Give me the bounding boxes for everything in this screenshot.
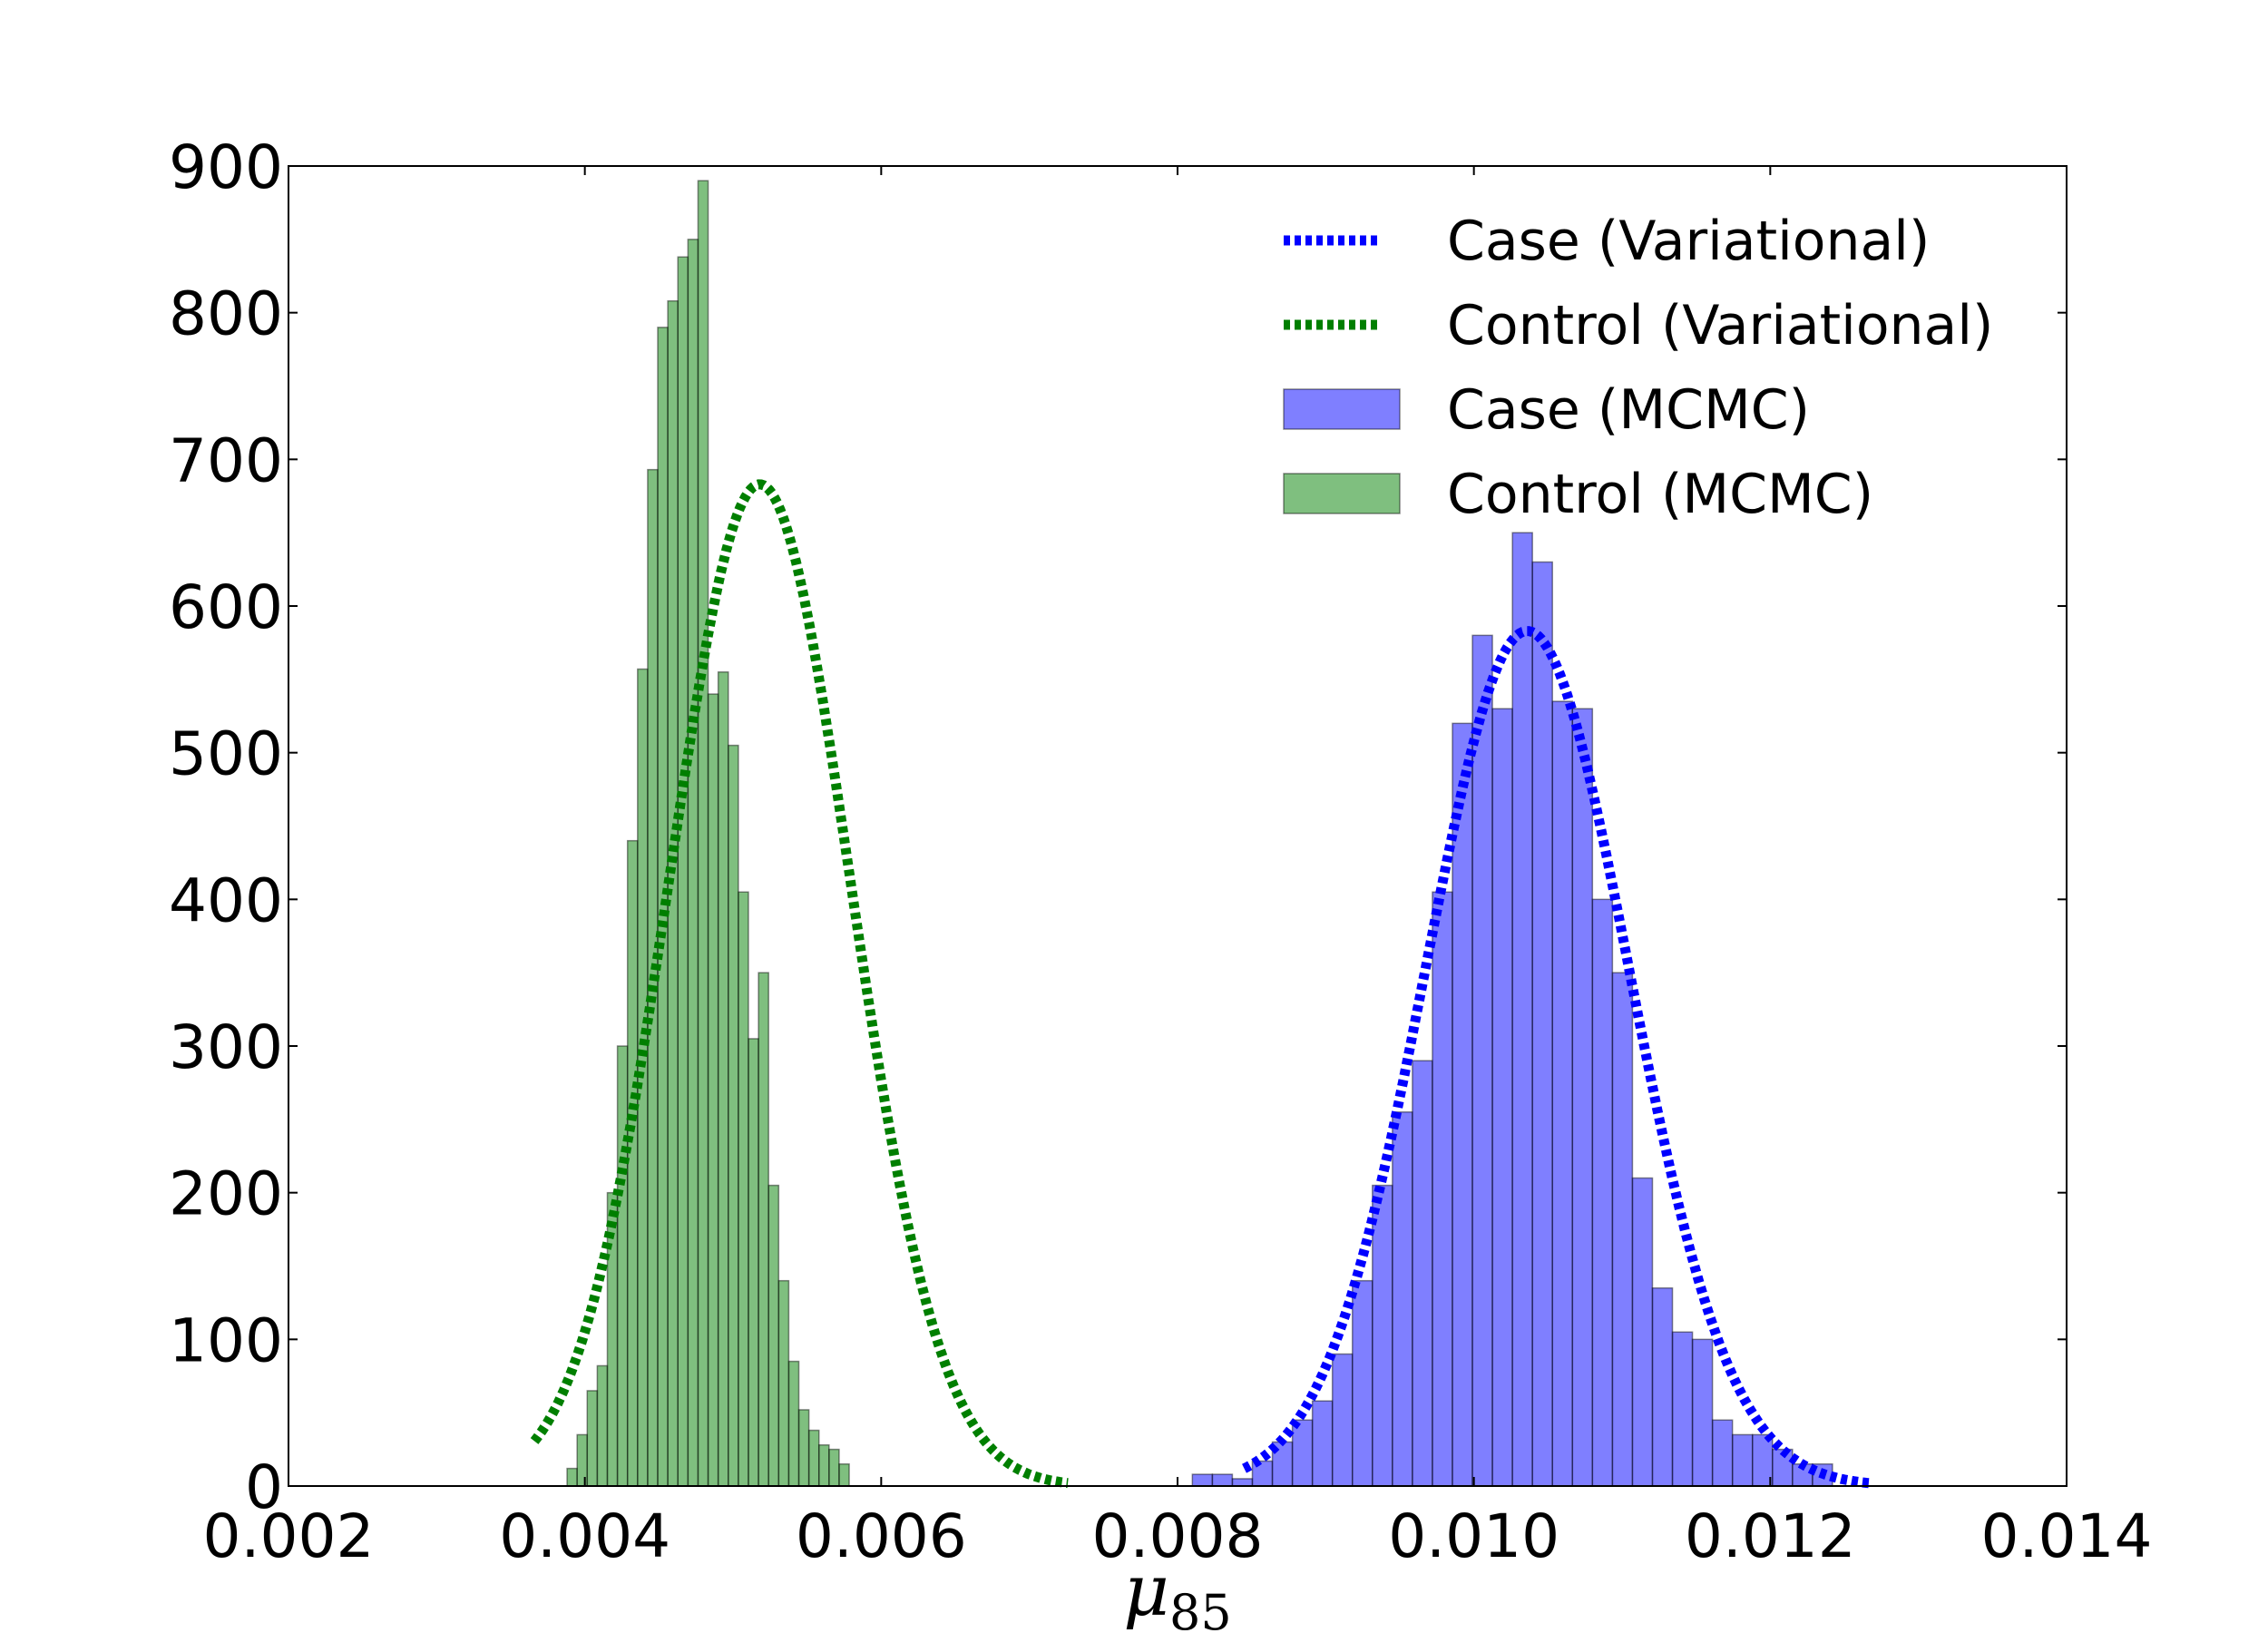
y-tick-labels: 0 100 200 300 400 500 600 700 800 900 (169, 132, 283, 1522)
x-tick-label: 0.004 (499, 1501, 670, 1571)
legend-item: Case (Variational) (1284, 210, 1930, 273)
variational-curve (1242, 626, 1871, 1489)
histogram-bar (1511, 532, 1533, 1487)
histogram-bar (1331, 1353, 1354, 1487)
histogram-bar (1631, 1177, 1654, 1487)
histogram-bar (1191, 1473, 1214, 1487)
histogram-bar (566, 1467, 578, 1487)
histogram-bar (1611, 972, 1634, 1487)
histogram-bar (1392, 1111, 1413, 1487)
y-tick-label: 500 (169, 719, 283, 789)
histogram-bar (777, 1279, 790, 1487)
histogram-bar (728, 744, 739, 1487)
legend-item: Control (Variational) (1284, 294, 1993, 357)
histogram-bar (1571, 708, 1594, 1487)
axis-ticks (288, 165, 2068, 1487)
histogram-bar (1471, 634, 1493, 1487)
y-tick-label: 200 (169, 1159, 283, 1229)
histogram-bar (1591, 898, 1614, 1487)
histogram-bar (767, 1184, 780, 1487)
x-tick-label: 0.012 (1685, 1501, 1856, 1571)
legend-bar-swatch (1283, 388, 1401, 430)
histogram-bar (697, 180, 709, 1487)
histogram-bar (1551, 700, 1574, 1487)
histogram-bar (1291, 1419, 1314, 1487)
legend-label: Control (Variational) (1447, 294, 1993, 357)
histogram-bar (787, 1360, 800, 1487)
histogram-bar (817, 1443, 830, 1487)
histogram-bar (1711, 1419, 1734, 1487)
histogram-bar (687, 239, 699, 1487)
legend-bar-swatch (1283, 473, 1401, 514)
histogram-bar (1531, 561, 1553, 1487)
x-tick-label: 0.002 (203, 1501, 375, 1571)
legend-item: Case (MCMC) (1283, 378, 1810, 442)
y-tick-label: 800 (169, 279, 283, 349)
histogram-bar (1231, 1478, 1254, 1487)
histogram-bar (1351, 1279, 1374, 1487)
histogram-bar (807, 1429, 820, 1487)
legend: Case (Variational) Control (Variational) C… (1283, 210, 1993, 526)
histogram-bar (797, 1409, 810, 1487)
histogram-bar (1671, 1331, 1694, 1487)
legend-item: Control (MCMC) (1283, 463, 1873, 526)
histogram-bar (1651, 1287, 1674, 1487)
x-tick-label: 0.014 (1981, 1501, 2153, 1571)
histogram-bar (1311, 1400, 1334, 1487)
histogram-bar (758, 972, 769, 1487)
histogram-bar (828, 1448, 840, 1487)
x-tick-label: 0.008 (1092, 1501, 1264, 1571)
y-tick-label: 0 (245, 1452, 283, 1522)
y-tick-label: 600 (169, 572, 283, 642)
y-tick-label: 300 (169, 1012, 283, 1082)
variational-curve (530, 479, 1069, 1489)
histogram-bar (1211, 1473, 1234, 1487)
histogram-bar (707, 693, 719, 1487)
histogram-bar (717, 671, 729, 1487)
histogram-bar (1372, 1184, 1393, 1487)
y-tick-label: 400 (169, 865, 283, 935)
histogram-bar (1491, 708, 1513, 1487)
x-tick-label: 0.010 (1388, 1501, 1559, 1571)
histogram-bar (677, 256, 689, 1487)
x-tick-labels: 0.002 0.004 0.006 0.008 0.010 0.012 0.014 (203, 1501, 2153, 1571)
histogram-bar (596, 1364, 609, 1487)
histogram-bar (626, 839, 639, 1487)
histogram-bar (657, 327, 669, 1487)
histogram-bar (616, 1045, 629, 1487)
x-axis-label-symbol: μ (1123, 1550, 1169, 1632)
histogram-bar (1432, 891, 1453, 1487)
x-axis-label-subscript: 85 (1169, 1584, 1232, 1633)
histogram-bar (838, 1463, 850, 1487)
legend-label: Control (MCMC) (1447, 463, 1873, 526)
variational-curves (530, 479, 1871, 1489)
y-tick-label: 900 (169, 132, 283, 202)
histogram-bar (1412, 1060, 1433, 1487)
histogram-bar (1691, 1338, 1714, 1487)
y-tick-label: 700 (169, 425, 283, 495)
histogram-bar (748, 1038, 759, 1487)
histogram-bar (1731, 1433, 1754, 1487)
y-tick-label: 100 (169, 1305, 283, 1375)
legend-label: Case (MCMC) (1447, 378, 1810, 442)
histogram-bar (738, 891, 749, 1487)
x-axis-label: μ85 (1123, 1550, 1231, 1633)
histogram-bar (586, 1390, 599, 1487)
x-tick-label: 0.006 (796, 1501, 967, 1571)
legend-label: Case (Variational) (1447, 210, 1930, 273)
